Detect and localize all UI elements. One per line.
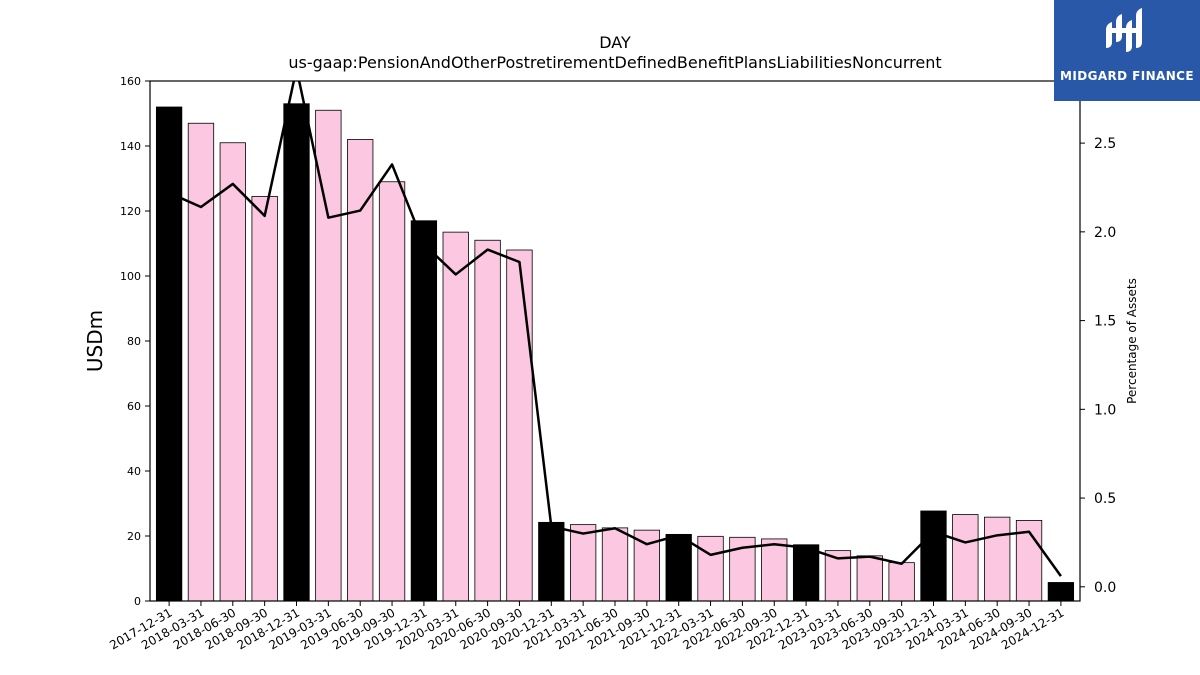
y-tick-label: 60 bbox=[127, 400, 141, 413]
bar-2023-09-30 bbox=[888, 562, 915, 602]
y2-tick-label: 2.5 bbox=[1094, 136, 1116, 152]
y-tick-label: 0 bbox=[134, 595, 141, 608]
midgard-logo-icon bbox=[1106, 8, 1142, 52]
bar-2018-06-30 bbox=[219, 142, 246, 602]
bar-2021-03-31 bbox=[570, 524, 597, 602]
bar-2019-09-30 bbox=[378, 181, 406, 602]
bar-2024-12-31 bbox=[1047, 582, 1075, 602]
y-tick-label: 80 bbox=[127, 335, 141, 348]
bar-2018-12-31 bbox=[283, 103, 310, 602]
bar-2021-12-31 bbox=[665, 533, 692, 602]
chart-subtitle: us-gaap:PensionAndOtherPostretirementDef… bbox=[288, 53, 942, 72]
bar-2021-06-30 bbox=[601, 527, 629, 602]
y2-axis-label: Percentage of Assets bbox=[1125, 278, 1139, 404]
chart-title: DAY bbox=[599, 33, 631, 52]
bar-2023-06-30 bbox=[856, 555, 883, 602]
y2-tick-label: 2.0 bbox=[1094, 225, 1116, 241]
y-tick-label: 20 bbox=[127, 530, 141, 543]
bar-2018-03-31 bbox=[187, 122, 215, 602]
bar-2024-03-31 bbox=[952, 514, 979, 602]
y2-tick-label: 0.5 bbox=[1094, 491, 1116, 507]
bar-2017-12-31 bbox=[155, 106, 183, 602]
y-tick-label: 120 bbox=[120, 205, 141, 218]
y2-tick-label: 1.0 bbox=[1094, 402, 1116, 418]
bar-2020-06-30 bbox=[474, 239, 501, 602]
y-tick-label: 160 bbox=[120, 75, 141, 88]
bar-2022-09-30 bbox=[761, 538, 788, 602]
bar-2019-03-31 bbox=[315, 109, 342, 602]
bar-2022-03-31 bbox=[697, 535, 724, 602]
brand-logo: MIDGARD FINANCE bbox=[1054, 0, 1200, 101]
bar-2018-09-30 bbox=[251, 195, 278, 602]
bar-2020-03-31 bbox=[442, 231, 469, 602]
logo-text: MIDGARD FINANCE bbox=[1060, 69, 1194, 83]
bar-2020-12-31 bbox=[538, 521, 565, 602]
y2-tick-label: 0.0 bbox=[1094, 580, 1116, 596]
y-tick-label: 40 bbox=[127, 465, 141, 478]
bar-2020-09-30 bbox=[506, 249, 533, 602]
bar-2019-12-31 bbox=[410, 220, 438, 602]
y2-tick-label: 1.5 bbox=[1094, 314, 1116, 330]
bar-2019-06-30 bbox=[347, 139, 374, 602]
bar-2024-06-30 bbox=[984, 516, 1011, 602]
bar-2022-12-31 bbox=[792, 544, 820, 602]
y-tick-label: 100 bbox=[120, 270, 141, 283]
y-axis-label: USDm bbox=[83, 310, 107, 372]
bar-2023-12-31 bbox=[920, 510, 947, 602]
line-percentage-of-assets bbox=[168, 81, 1062, 577]
y-tick-label: 140 bbox=[120, 140, 141, 153]
